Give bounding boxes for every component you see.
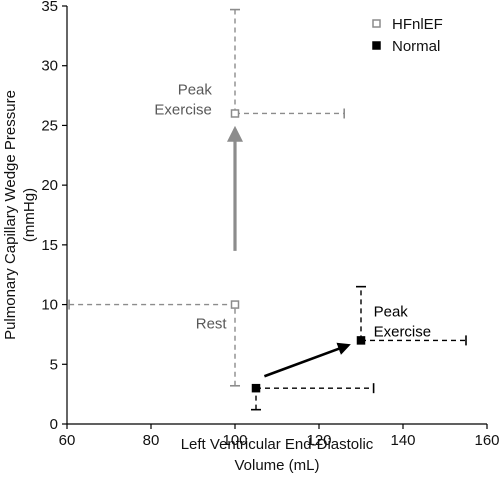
y-axis-title: (mmHg) bbox=[21, 188, 38, 242]
y-tick-label: 25 bbox=[41, 117, 58, 134]
y-axis-title: Pulmonary Capillary Wedge Pressure bbox=[2, 90, 19, 340]
annotation-label: Exercise bbox=[374, 324, 432, 341]
legend-label: Normal bbox=[392, 38, 440, 55]
x-axis-title: Left Ventricular End-Diastolic bbox=[181, 436, 374, 453]
x-tick-label: 120 bbox=[306, 432, 331, 449]
y-tick-label: 30 bbox=[41, 58, 58, 75]
x-tick-label: 140 bbox=[390, 432, 415, 449]
series-1-arrow bbox=[263, 342, 351, 378]
y-tick-label: 20 bbox=[41, 177, 58, 194]
data-point-Normal-rest bbox=[251, 383, 261, 393]
legend-marker bbox=[372, 19, 381, 28]
y-tick-label: 15 bbox=[41, 237, 58, 254]
annotation-label: Peak bbox=[178, 81, 213, 98]
x-tick-label: 80 bbox=[143, 432, 160, 449]
y-tick-label: 5 bbox=[50, 356, 58, 373]
legend-label: HFnlEF bbox=[392, 16, 443, 33]
y-tick-label: 0 bbox=[50, 416, 58, 433]
data-point-HFnlEF-rest bbox=[230, 300, 240, 309]
annotation-label: Rest bbox=[196, 315, 228, 332]
data-point-HFnlEF-peak bbox=[230, 109, 240, 118]
x-tick-label: 160 bbox=[474, 432, 499, 449]
x-tick-label: 60 bbox=[59, 432, 76, 449]
x-axis-title: Volume (mL) bbox=[234, 457, 319, 474]
y-tick-label: 35 bbox=[41, 0, 58, 15]
legend-marker bbox=[372, 41, 381, 50]
data-point-Normal-peak bbox=[356, 336, 366, 345]
y-tick-label: 10 bbox=[41, 297, 58, 314]
x-tick-label: 100 bbox=[222, 432, 247, 449]
annotation-label: Exercise bbox=[154, 101, 212, 118]
annotation-label: Peak bbox=[374, 304, 409, 321]
